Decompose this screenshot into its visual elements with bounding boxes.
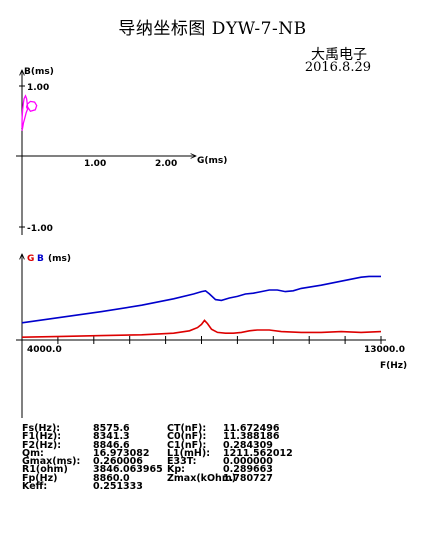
param-row: Fp(Hz) 8860.0 Zmax(kOhm) 1.780727 xyxy=(22,472,313,484)
circle-ylabel: B(ms) xyxy=(24,67,54,77)
parameter-table: Fs(Hz): 8575.6 CT(nF): 11.672496 F1(Hz):… xyxy=(22,423,313,493)
param-value: 1211.562012 xyxy=(223,447,293,459)
circle-xtick-label-1: 1.00 xyxy=(84,159,106,169)
param-value: 8860.0 xyxy=(93,472,130,484)
sweep-legend-g: G xyxy=(27,254,34,264)
param-row: Fs(Hz): 8575.6 CT(nF): 11.672496 xyxy=(22,423,313,434)
param-row: F1(Hz): 8341.3 C0(nF): 11.388186 xyxy=(22,431,313,443)
test-date: 2016.8.29 xyxy=(304,60,371,75)
param-value: 11.388186 xyxy=(223,431,280,443)
param-label: Kp: xyxy=(167,464,185,476)
param-label: F1(Hz): xyxy=(22,431,62,443)
param-label: Qm: xyxy=(22,447,44,459)
b-series-line xyxy=(21,275,381,324)
param-value: 8575.6 xyxy=(93,423,130,434)
circle-ytick-label-top: 1.00 xyxy=(27,83,49,93)
param-label: C0(nF): xyxy=(167,431,207,443)
param-value: 0.284309 xyxy=(223,439,273,451)
param-label: Fp(Hz) xyxy=(22,472,58,484)
param-row: Qm: 16.973082 L1(mH): 1211.562012 xyxy=(22,447,313,459)
param-label: L1(mH): xyxy=(167,447,210,459)
param-row: F2(Hz): 8846.6 C1(nF): 0.284309 xyxy=(22,439,313,451)
param-value: 1.780727 xyxy=(223,472,273,484)
param-label: F2(Hz): xyxy=(22,439,62,451)
sweep-tick-marks xyxy=(21,336,382,344)
chart-canvas: 1.00 -1.00 1.00 2.00 B(ms) G(ms) G B (ms… xyxy=(16,67,407,418)
circle-xtick-label-2: 2.00 xyxy=(155,159,177,169)
circle-xlabel: G(ms) xyxy=(197,156,227,166)
param-label: Zmax(kOhm) xyxy=(167,472,237,484)
param-row: R1(ohm) 3846.063965 Kp: 0.289663 xyxy=(22,464,313,476)
admittance-curve xyxy=(21,94,38,131)
param-label xyxy=(167,483,223,491)
sweep-legend-unit: (ms) xyxy=(48,254,71,264)
g-series-line xyxy=(21,319,382,338)
sweep-xtick-label-end: 13000.0 xyxy=(364,345,405,355)
param-value: 0.289663 xyxy=(223,464,273,476)
param-value: 0.260006 xyxy=(93,456,143,468)
sweep-xlabel: F(Hz) xyxy=(380,361,407,371)
param-value: 16.973082 xyxy=(93,447,150,459)
param-value: 3846.063965 xyxy=(93,464,163,476)
param-row: Keff: 0.251333 xyxy=(22,481,313,493)
param-value xyxy=(223,483,313,491)
param-label: Keff: xyxy=(22,481,48,493)
param-label: E33T: xyxy=(167,456,197,468)
param-label: R1(ohm) xyxy=(22,464,68,476)
param-value: 0.000000 xyxy=(223,456,273,468)
param-label: CT(nF): xyxy=(167,423,207,434)
param-value: 0.251333 xyxy=(93,481,143,493)
param-value: 11.672496 xyxy=(223,423,280,434)
param-label: Gmax(ms): xyxy=(22,456,81,468)
param-label: Fs(Hz): xyxy=(22,423,61,434)
param-label: C1(nF): xyxy=(167,439,207,451)
param-row: Gmax(ms): 0.260006 E33T: 0.000000 xyxy=(22,456,313,468)
chart-title: 导纳坐标图 DYW-7-NB xyxy=(118,19,307,39)
sweep-xtick-label-start: 4000.0 xyxy=(27,345,62,355)
param-value: 8846.6 xyxy=(93,439,130,451)
circle-ytick-label-bottom: -1.00 xyxy=(27,224,53,234)
company-name: 大禹电子 xyxy=(311,47,367,63)
sweep-legend-b: B xyxy=(37,254,44,264)
param-value: 8341.3 xyxy=(93,431,130,443)
